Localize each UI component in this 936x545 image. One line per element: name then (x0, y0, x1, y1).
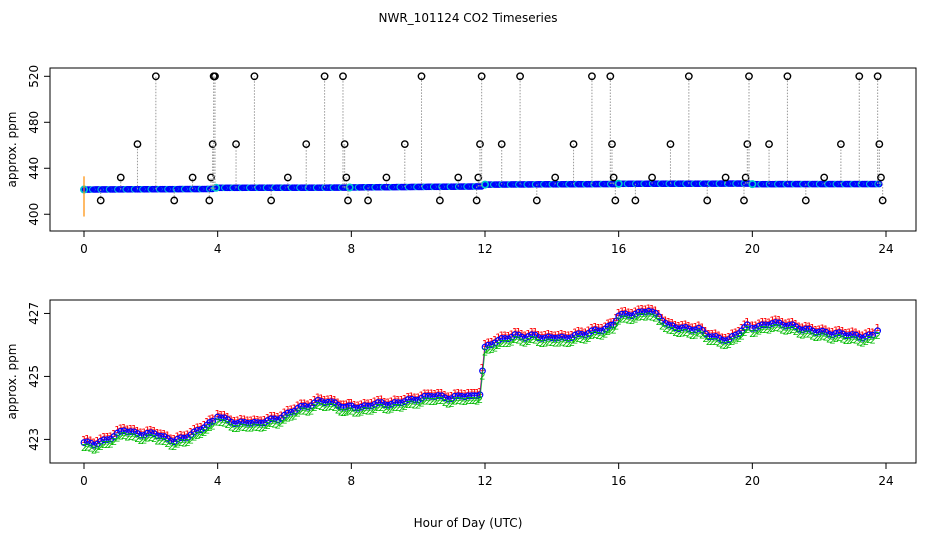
top-y-tick-label: 480 (27, 111, 41, 134)
bottom-x-tick-label: 20 (745, 474, 760, 488)
top-panel-data (81, 73, 886, 216)
top-y-tick-label: 440 (27, 157, 41, 180)
bottom-x-tick-label: 8 (348, 474, 356, 488)
bottom-x-tick-label: 12 (477, 474, 492, 488)
bottom-x-tick-label: 0 (80, 474, 88, 488)
top-x-tick-label: 20 (745, 242, 760, 256)
top-x-tick-label: 4 (214, 242, 222, 256)
top-y-tick-label: 400 (27, 203, 41, 226)
bottom-panel-y-label: approx. ppm (5, 344, 19, 420)
top-y-tick-label: 520 (27, 65, 41, 88)
series-point: 2 (479, 371, 485, 382)
series-point: 2 (477, 395, 483, 406)
bottom-y-tick-label: 427 (27, 302, 41, 325)
top-panel-plot: 0 4 8 12 16 20 24 400 440 480 520 approx. ppm (5, 65, 916, 256)
top-x-tick-label: 8 (348, 242, 356, 256)
bottom-y-tick-label: 425 (27, 365, 41, 388)
top-x-tick-label: 0 (80, 242, 88, 256)
figure-title: NWR_101124 CO2 Timeseries (379, 11, 558, 25)
bottom-panel-plot: 1111111111111111111111111111111111111111… (5, 300, 916, 488)
bottom-y-tick-label: 423 (27, 428, 41, 451)
spike-point (98, 197, 104, 203)
bottom-x-tick-label: 24 (878, 474, 893, 488)
x-axis-label: Hour of Day (UTC) (414, 516, 523, 530)
top-panel-axes: 0 4 8 12 16 20 24 400 440 480 520 (27, 65, 894, 256)
top-x-tick-label: 24 (878, 242, 893, 256)
bottom-panel-data: 1111111111111111111111111111111111111111… (81, 304, 881, 457)
series-point: 2 (874, 331, 880, 342)
bottom-x-tick-label: 16 (611, 474, 626, 488)
top-x-tick-label: 16 (611, 242, 626, 256)
top-panel-y-label: approx. ppm (5, 112, 19, 188)
top-panel-frame (50, 68, 916, 231)
bottom-x-tick-label: 4 (214, 474, 222, 488)
top-x-tick-label: 12 (477, 242, 492, 256)
spike-point (473, 197, 479, 203)
